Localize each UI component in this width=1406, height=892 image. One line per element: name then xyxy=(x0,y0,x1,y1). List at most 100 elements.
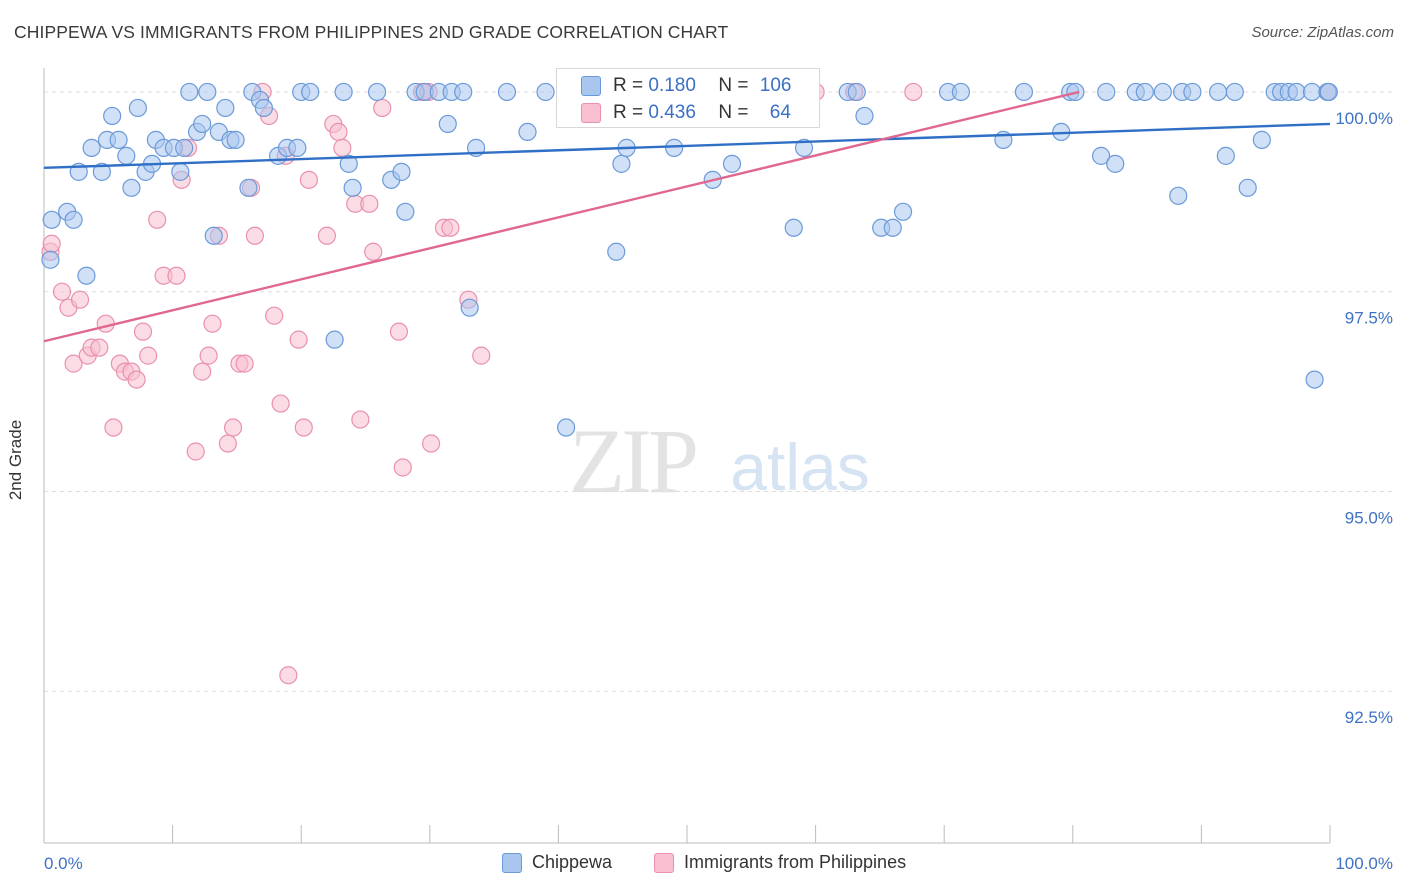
philippines-point-36 xyxy=(271,394,290,413)
chippewa-point-42 xyxy=(343,178,362,197)
philippines-point-49 xyxy=(364,242,383,261)
chippewa-point-67 xyxy=(722,154,742,173)
philippines-n-label: N = xyxy=(718,102,749,123)
stats-row-philippines: R = 0.436 N = 64 xyxy=(581,100,791,126)
philippines-point-57 xyxy=(441,218,460,237)
chippewa-point-90 xyxy=(1169,186,1188,205)
chippewa-point-7 xyxy=(92,162,111,181)
chippewa-point-95 xyxy=(1225,82,1244,102)
chippewa-r-label: R = xyxy=(613,75,644,96)
chippewa-point-43 xyxy=(367,82,387,102)
philippines-point-39 xyxy=(289,330,308,349)
chippewa-point-0 xyxy=(41,250,60,269)
chippewa-point-60 xyxy=(607,242,626,261)
philippines-point-62 xyxy=(904,82,923,102)
chippewa-point-102 xyxy=(1302,82,1322,102)
philippines-point-59 xyxy=(472,346,491,365)
chippewa-point-61 xyxy=(612,154,631,173)
philippines-point-22 xyxy=(186,442,205,461)
chippewa-point-20 xyxy=(175,138,194,157)
chippewa-point-58 xyxy=(557,418,576,437)
philippines-point-55 xyxy=(421,434,441,453)
chippewa-point-56 xyxy=(518,122,537,142)
chippewa-point-21 xyxy=(180,82,199,102)
legend-swatch-philippines xyxy=(654,852,674,873)
chippewa-point-86 xyxy=(1106,154,1125,173)
philippines-point-41 xyxy=(299,170,319,189)
philippines-point-8 xyxy=(90,338,109,357)
chippewa-point-70 xyxy=(794,138,814,157)
chippewa-point-33 xyxy=(254,98,274,118)
chippewa-trend-line xyxy=(43,122,1331,170)
chippewa-point-72 xyxy=(847,82,866,102)
y-tick-label-2: 97.5% xyxy=(1345,309,1393,328)
philippines-point-5 xyxy=(70,290,90,309)
chippewa-point-93 xyxy=(1209,82,1228,102)
chippewa-point-13 xyxy=(128,98,147,118)
chippewa-point-50 xyxy=(438,114,457,134)
chippewa-point-45 xyxy=(392,162,411,181)
chippewa-point-73 xyxy=(855,106,874,126)
philippines-swatch xyxy=(581,103,601,123)
y-tick-label-1: 95.0% xyxy=(1345,508,1393,527)
philippines-point-28 xyxy=(223,418,243,437)
philippines-point-4 xyxy=(64,354,83,373)
chippewa-point-38 xyxy=(301,82,320,102)
chippewa-point-1 xyxy=(42,210,61,229)
chippewa-point-84 xyxy=(1091,146,1111,165)
chippewa-point-12 xyxy=(122,178,141,197)
chippewa-point-52 xyxy=(454,82,473,102)
chippewa-point-78 xyxy=(951,82,971,102)
series-immigrants-from-philippines xyxy=(41,82,1338,685)
philippines-point-50 xyxy=(373,98,392,118)
philippines-point-24 xyxy=(199,346,218,365)
chippewa-point-53 xyxy=(460,298,479,317)
chippewa-r-value: 0.180 xyxy=(648,75,696,96)
philippines-point-30 xyxy=(235,354,254,373)
philippines-point-45 xyxy=(333,138,352,157)
philippines-point-15 xyxy=(133,322,153,341)
chippewa-point-75 xyxy=(883,218,902,237)
chippewa-point-55 xyxy=(497,82,517,102)
chippewa-point-105 xyxy=(1319,82,1338,102)
chippewa-point-101 xyxy=(1287,82,1306,102)
philippines-point-48 xyxy=(360,194,379,213)
philippines-point-51 xyxy=(389,322,409,341)
philippines-point-23 xyxy=(193,362,212,381)
philippines-point-40 xyxy=(294,418,313,437)
chippewa-point-80 xyxy=(1014,82,1034,102)
philippines-point-19 xyxy=(167,266,186,285)
chippewa-point-57 xyxy=(536,82,555,102)
watermark-atlas: atlas xyxy=(730,430,869,504)
chippewa-swatch xyxy=(581,76,601,96)
chippewa-point-25 xyxy=(204,226,223,245)
chippewa-point-39 xyxy=(325,330,344,349)
axes xyxy=(43,68,1331,844)
chippewa-point-92 xyxy=(1183,82,1202,102)
philippines-trend-line xyxy=(43,90,1080,343)
philippines-point-9 xyxy=(96,314,115,333)
philippines-point-14 xyxy=(127,370,146,389)
chippewa-point-64 xyxy=(665,138,684,157)
tick-labels: 92.5% 95.0% 97.5% 100.0% 0.0% 100.0% xyxy=(44,109,1393,873)
legend-label-philippines: Immigrants from Philippines xyxy=(684,852,907,872)
y-tick-label-0: 92.5% xyxy=(1345,708,1393,727)
chippewa-point-3 xyxy=(64,210,83,229)
philippines-point-32 xyxy=(245,226,265,245)
philippines-point-35 xyxy=(265,306,284,325)
source-label: Source: ZipAtlas.com xyxy=(1251,24,1394,41)
chippewa-point-36 xyxy=(288,138,307,157)
chippewa-point-10 xyxy=(109,130,128,149)
chippewa-point-94 xyxy=(1216,146,1235,165)
chippewa-point-11 xyxy=(117,146,136,165)
y-tick-label-3: 100.0% xyxy=(1335,109,1393,128)
series-chippewa xyxy=(41,82,1338,437)
philippines-point-10 xyxy=(104,418,123,437)
chippewa-point-41 xyxy=(339,154,358,173)
legend-swatch-chippewa xyxy=(502,852,522,873)
chippewa-point-29 xyxy=(226,130,245,149)
chippewa-point-96 xyxy=(1238,178,1257,197)
chippewa-point-27 xyxy=(216,98,235,118)
chippewa-point-46 xyxy=(396,202,415,221)
trend-lines xyxy=(43,90,1331,343)
